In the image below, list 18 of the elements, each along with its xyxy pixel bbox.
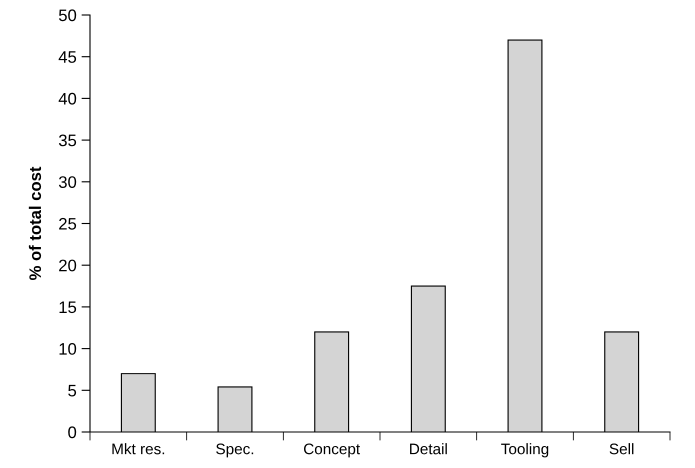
y-tick-label: 20 — [59, 260, 76, 272]
x-tick-label: Sell — [610, 443, 634, 454]
y-axis-title: % of total cost — [28, 166, 42, 280]
y-tick-label: 45 — [58, 51, 76, 63]
x-tick-label: Concept — [304, 444, 360, 458]
x-tick-label: Spec. — [216, 444, 254, 458]
y-tick-label: 5 — [68, 384, 76, 397]
y-tick-label: 40 — [58, 92, 76, 105]
x-tick-label: Tooling — [501, 443, 548, 458]
y-tick-label: 0 — [68, 426, 76, 438]
y-tick-label: 35 — [58, 134, 76, 146]
x-tick-label: Mkt res. — [112, 443, 164, 454]
y-tick-label: 50 — [58, 9, 76, 22]
y-tick-label: 25 — [59, 218, 76, 230]
x-tick-label: Detail — [410, 443, 447, 454]
y-tick-label: 30 — [58, 176, 76, 188]
y-tick-label: 10 — [60, 343, 76, 355]
y-tick-label: 15 — [60, 301, 76, 314]
